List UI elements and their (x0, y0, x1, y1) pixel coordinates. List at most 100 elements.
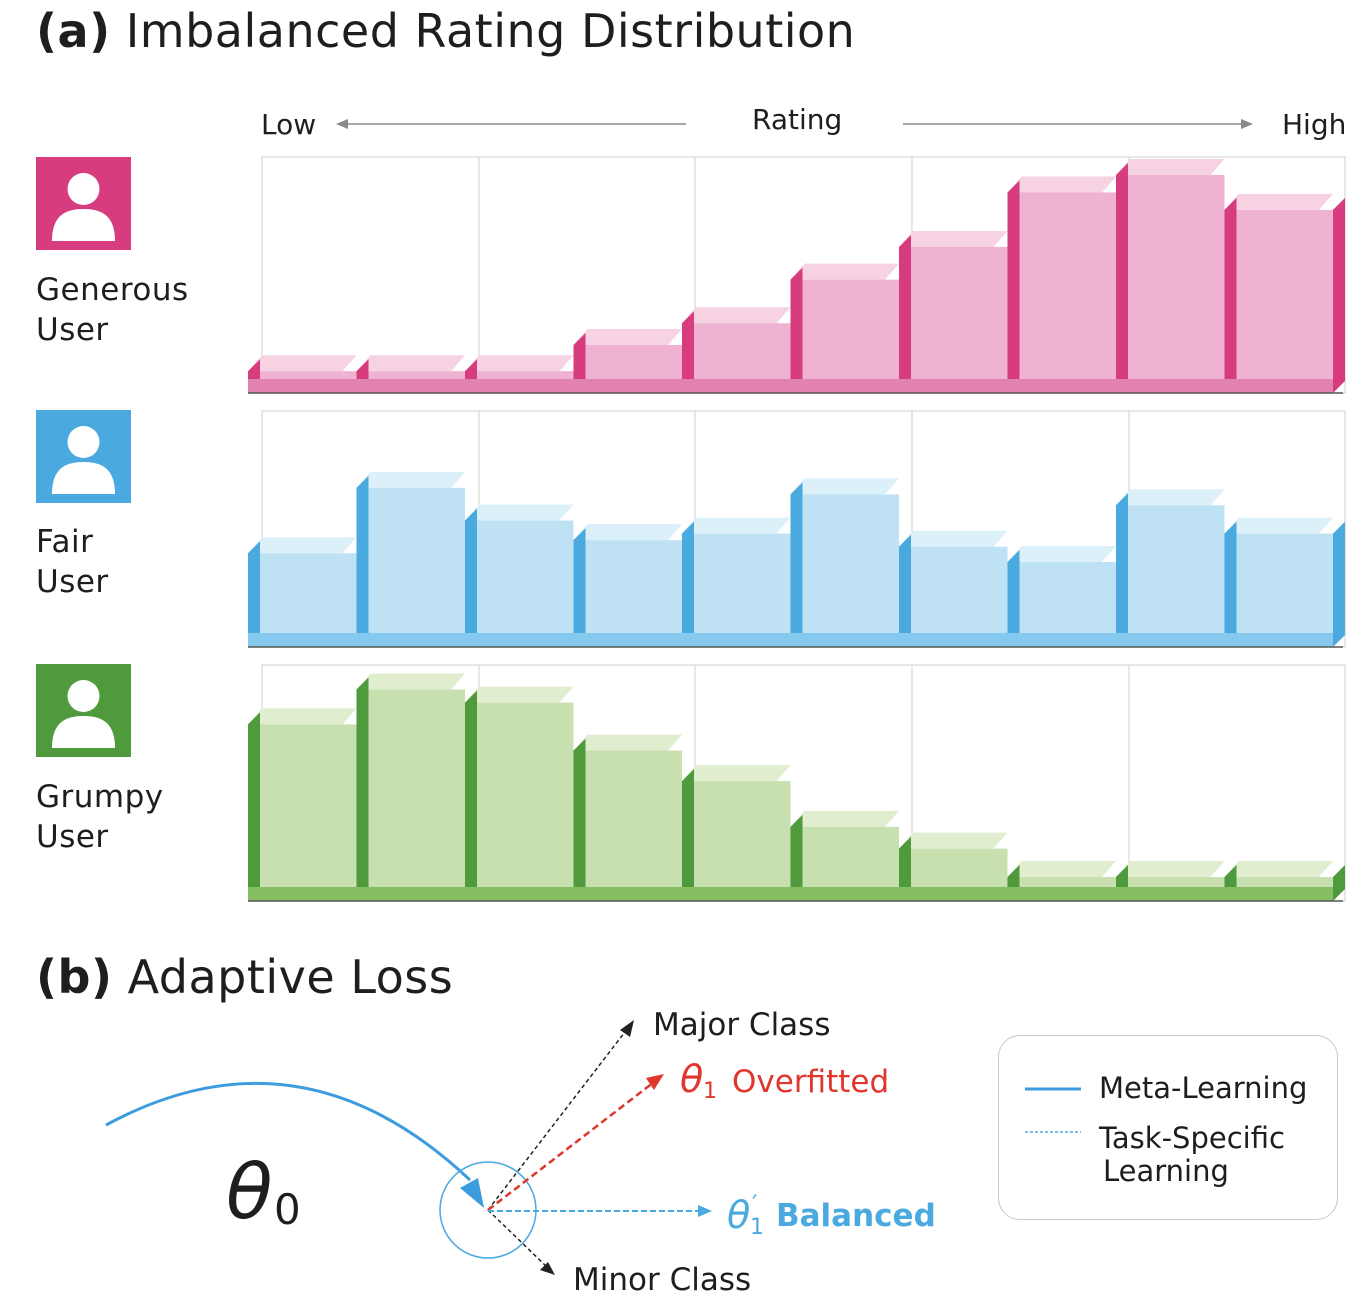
grumpy-bar-4-base (573, 887, 682, 901)
overfitted-arrowhead (646, 1074, 664, 1090)
grumpy-bar-3-edge (465, 690, 477, 901)
rating-arrow-left-head (336, 119, 348, 129)
generous-bar-1-base (248, 379, 357, 393)
fair-bar-10 (1224, 533, 1333, 647)
generous-bar-6-top (790, 263, 899, 280)
fair-bar-3-edge (465, 508, 477, 647)
grumpy-bar-4-top (573, 734, 682, 751)
generous-user-avatar-icon (36, 157, 131, 250)
generous-bar-2-base (356, 379, 465, 393)
grumpy-chart-end-face (1333, 865, 1345, 901)
fair-bar-8-base (1007, 633, 1116, 647)
fair-bar-1-base (248, 633, 357, 647)
grumpy-bar-6-edge (790, 814, 803, 901)
generous-bar-5-edge (682, 311, 694, 393)
legend-task-specific-label-1: Task-Specific (1099, 1121, 1285, 1155)
fair-user-avatar-icon (36, 410, 131, 503)
generous-bar-7-base (899, 379, 1008, 393)
generous-bar-6-base (790, 379, 899, 393)
fair-bar-3-top (465, 504, 574, 521)
grumpy-bar-1 (248, 724, 357, 901)
fair-bar-1-top (248, 537, 357, 554)
generous-bar-8 (1007, 192, 1116, 393)
fair-bar-3-base (465, 633, 574, 647)
generous-bar-10-top (1224, 193, 1333, 210)
grumpy-user-label-line1: Grumpy (36, 779, 164, 815)
fair-bar-2-base (356, 633, 465, 647)
generous-bar-6 (790, 279, 899, 393)
balanced-subscript: 1 (750, 1215, 764, 1240)
theta0-symbol: θ (226, 1147, 273, 1236)
fair-bar-6-top (790, 478, 899, 495)
generous-chart-end-face (1333, 197, 1345, 393)
fair-bar-1-edge (248, 541, 260, 647)
legend: Meta-Learning Task-Specific Learning (998, 1035, 1338, 1220)
fair-bar-4-base (573, 633, 682, 647)
fair-bar-7-top (899, 530, 1008, 547)
fair-bar-6-base (790, 633, 899, 647)
fair-bar-5-edge (682, 521, 694, 647)
fair-bar-6 (790, 494, 899, 647)
generous-bar-10-edge (1224, 197, 1237, 393)
legend-swatches (1025, 1087, 1081, 1133)
grumpy-bar-8-top (1007, 861, 1116, 878)
generous-user-label-line2: User (36, 312, 109, 348)
generous-bar-7-edge (899, 234, 911, 393)
fair-bar-5-top (682, 517, 791, 534)
rating-arrow-right-head (1241, 119, 1253, 129)
balanced-arrowhead (698, 1205, 712, 1217)
generous-bar-8-top (1007, 176, 1116, 193)
grumpy-bar-2-edge (356, 677, 369, 901)
fair-bar-4-edge (573, 528, 586, 647)
panel-b-title-text: Adaptive Loss (127, 950, 454, 1004)
generous-bar-2-top (356, 355, 465, 372)
overfitted-symbol: θ (680, 1057, 703, 1101)
grumpy-bar-5 (682, 781, 791, 901)
panel-a-title: (a) Imbalanced Rating Distribution (36, 4, 855, 58)
grumpy-bar-9-top (1116, 861, 1225, 878)
grumpy-bar-6-base (790, 887, 899, 901)
generous-bar-3-base (465, 379, 574, 393)
panel-b-title: (b) Adaptive Loss (36, 950, 453, 1004)
fair-bar-8-edge (1007, 549, 1020, 647)
overfitted-vector (487, 1081, 655, 1211)
fair-user-label-line2: User (36, 564, 109, 600)
generous-bar-7-top (899, 230, 1008, 247)
grumpy-bar-5-top (682, 765, 791, 782)
grumpy-bar-7-base (899, 887, 1008, 901)
fair-bar-2-top (356, 471, 465, 488)
fair-bar-8-top (1007, 545, 1116, 562)
fair-bar-9-edge (1116, 493, 1128, 647)
fair-bar-9 (1116, 505, 1225, 647)
grumpy-user-avatar-icon (36, 664, 131, 757)
grumpy-bar-5-edge (682, 769, 694, 901)
fair-bar-10-edge (1224, 521, 1237, 647)
fair-bar-9-base (1116, 633, 1225, 647)
grumpy-bar-6-top (790, 810, 899, 827)
grumpy-bar-4-edge (573, 738, 586, 901)
grumpy-bar-10-base (1224, 887, 1333, 901)
adaptive-loss-diagram: θ 0 Major Class Minor Class θ 1 Overfitt… (105, 1007, 936, 1298)
major-class-label: Major Class (653, 1007, 830, 1043)
grumpy-bar-2-base (356, 887, 465, 901)
fair-bar-4 (573, 540, 682, 647)
generous-bar-10 (1224, 209, 1333, 393)
generous-bar-10-base (1224, 379, 1333, 393)
fair-bar-2-edge (356, 475, 369, 647)
fair-bar-4-top (573, 524, 682, 541)
generous-bar-6-edge (790, 267, 803, 393)
generous-bar-9-edge (1116, 163, 1128, 393)
minor-class-arrowhead (540, 1262, 555, 1275)
generous-bar-5-top (682, 307, 791, 324)
meta-learning-curve (105, 1081, 472, 1182)
theta0-subscript: 0 (274, 1185, 301, 1234)
fair-bar-6-edge (790, 482, 803, 647)
generous-bar-5-base (682, 379, 791, 393)
generous-bar-4-edge (573, 333, 586, 393)
fair-bar-1 (248, 553, 357, 647)
fair-bar-7 (899, 546, 1008, 647)
fair-chart-end-face (1333, 521, 1345, 647)
major-class-vector (487, 1027, 629, 1211)
fair-bar-10-top (1224, 517, 1333, 534)
grumpy-bar-8-base (1007, 887, 1116, 901)
